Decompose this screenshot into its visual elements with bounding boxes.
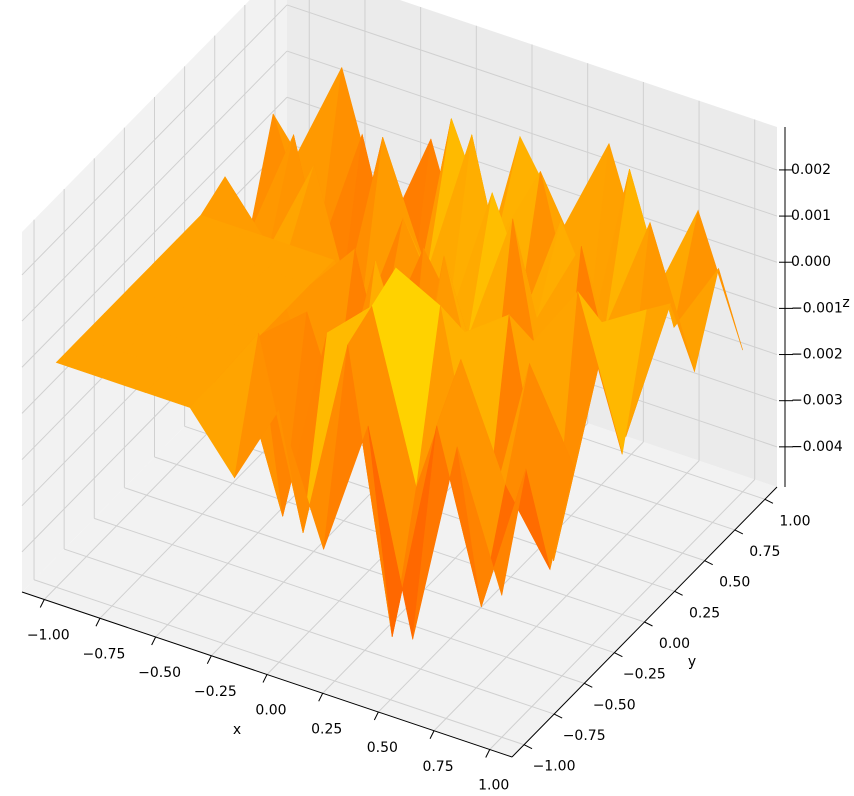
grid-line (286, 4, 778, 171)
y-tick (734, 529, 744, 535)
x-tick-label: 1.00 (478, 778, 509, 794)
x-tick-label: −0.25 (194, 684, 237, 700)
y-tick-label: 1.00 (779, 513, 810, 529)
z-tick-label: −0.001 (791, 300, 843, 316)
y-tick (674, 590, 683, 596)
x-tick (429, 730, 435, 739)
y-tick (704, 560, 713, 566)
y-tick-label: −0.25 (623, 667, 666, 683)
y-tick-label: 0.25 (689, 605, 720, 621)
surface (55, 67, 743, 640)
grid-line (21, 4, 288, 276)
x-tick-label: 0.50 (367, 740, 398, 756)
y-tick-label: −0.75 (563, 728, 606, 744)
z-tick-label: −0.002 (791, 347, 843, 363)
grid-line (94, 517, 585, 684)
z-tick-label: −0.004 (791, 439, 843, 455)
y-tick (644, 621, 653, 627)
y-tick-label: 0.50 (719, 575, 750, 591)
z-axis-label: z (842, 295, 849, 311)
z-tick-label: 0.002 (791, 162, 831, 178)
x-tick-label: −0.75 (83, 646, 126, 662)
grid-line (286, 50, 778, 217)
x-tick (373, 711, 379, 721)
surface-facet (456, 446, 527, 607)
z-tick-label: 0.001 (791, 208, 831, 224)
grid-line (124, 487, 615, 654)
x-axis-label: x (233, 722, 241, 738)
x-tick (95, 618, 101, 627)
x-tick (262, 674, 268, 683)
x-tick-label: 0.75 (422, 759, 453, 775)
x-tick (318, 693, 324, 702)
y-tick (523, 744, 533, 750)
y-tick (614, 652, 623, 658)
grid-line (33, 579, 525, 746)
x-tick-label: −0.50 (138, 665, 181, 681)
z-tick-label: 0.000 (791, 254, 831, 270)
y-tick (764, 498, 774, 504)
grid-line (21, 96, 288, 368)
x-tick-label: −1.00 (27, 628, 70, 644)
x-tick (151, 636, 157, 646)
y-tick (553, 713, 563, 719)
x-tick (206, 655, 212, 664)
x-tick-label: 0.25 (311, 721, 342, 737)
grid-line (63, 548, 555, 715)
y-tick-label: 0.75 (749, 544, 780, 560)
x-tick (485, 749, 491, 758)
x-tick-label: 0.00 (255, 703, 286, 719)
x-tick (39, 599, 45, 608)
y-tick (584, 682, 593, 688)
z-tick-label: −0.003 (791, 393, 843, 409)
grid-line (21, 50, 288, 322)
y-tick-label: −1.00 (533, 759, 576, 775)
y-tick-label: −0.50 (593, 697, 636, 713)
y-tick-label: 0.00 (659, 636, 690, 652)
y-axis-label: y (688, 654, 696, 670)
